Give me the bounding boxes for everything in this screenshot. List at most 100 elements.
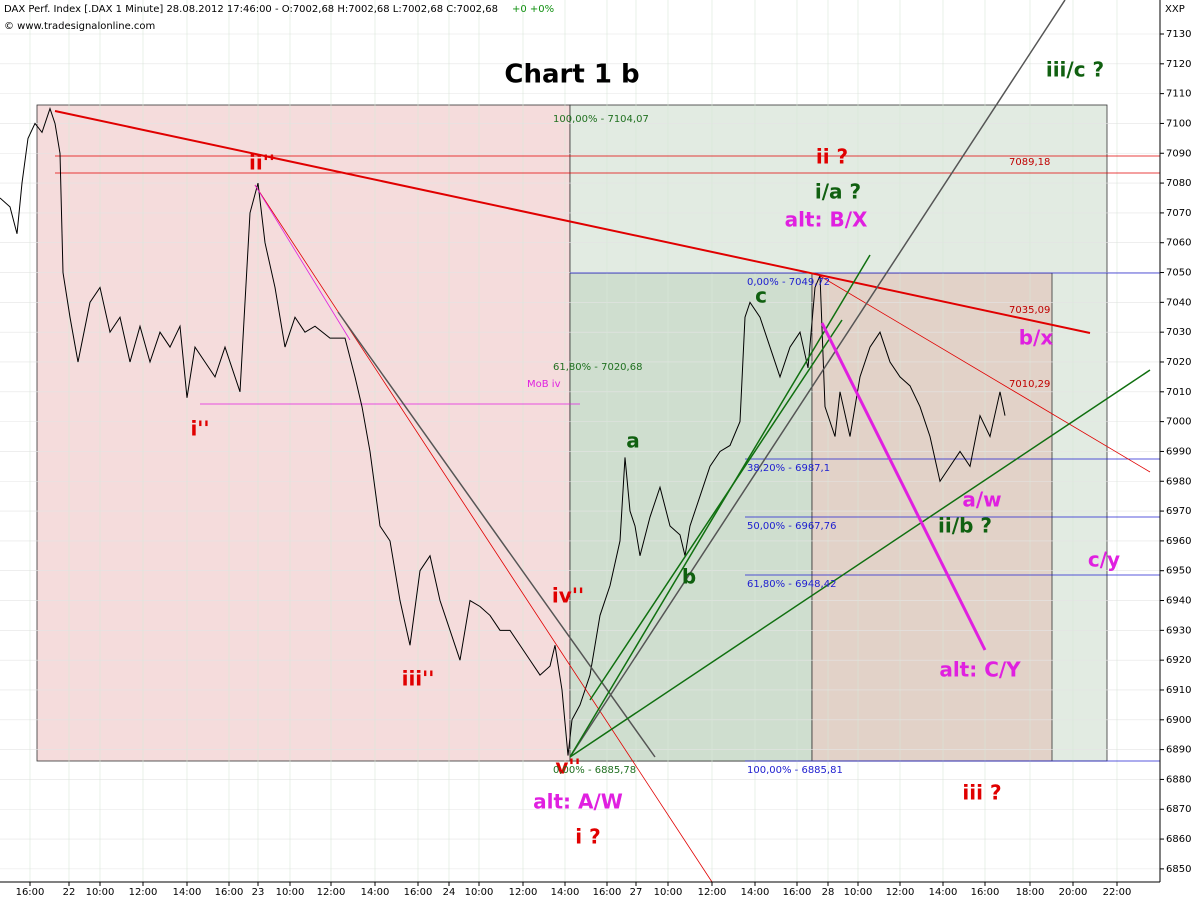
x-tick-label: 14:00 — [929, 887, 958, 898]
annotation: 100,00% - 6885,81 — [747, 765, 843, 776]
y-tick-label: 6970 — [1166, 506, 1191, 517]
y-tick-label: 7100 — [1166, 118, 1191, 129]
annotation: 7089,18 — [1009, 157, 1050, 168]
y-tick-label: 6980 — [1166, 476, 1191, 487]
axis-bg — [0, 882, 1200, 900]
x-tick-label: 14:00 — [551, 887, 580, 898]
trendline — [569, 369, 1151, 758]
trendline — [589, 319, 843, 701]
x-tick-label: 14:00 — [741, 887, 770, 898]
x-tick-label: 16:00 — [971, 887, 1000, 898]
trendline — [569, 254, 871, 758]
y-tick-label: 7120 — [1166, 59, 1191, 70]
annotation: alt: A/W — [533, 790, 623, 814]
annotation: i/a ? — [815, 180, 861, 204]
annotation: ii ? — [816, 145, 848, 169]
trendlines — [54, 0, 1151, 883]
annotation: a — [626, 429, 640, 453]
annotation: b/x — [1019, 326, 1054, 350]
x-tick-label: 16:00 — [16, 887, 45, 898]
y-tick-label: 7010 — [1166, 387, 1191, 398]
x-tick-label: 23 — [252, 887, 265, 898]
annotation: 61,80% - 7020,68 — [553, 362, 642, 373]
annotation: v'' — [555, 755, 580, 779]
annotation: 50,00% - 6967,76 — [747, 521, 836, 532]
y-tick-label: 6900 — [1166, 715, 1191, 726]
y-tick-label: 6960 — [1166, 536, 1191, 547]
x-tick-label: 18:00 — [1016, 887, 1045, 898]
annotation: alt: C/Y — [939, 658, 1021, 682]
y-tick-label: 7030 — [1166, 327, 1191, 338]
y-tick-label: 6990 — [1166, 446, 1191, 457]
annotation: c/y — [1088, 548, 1120, 572]
annotation: 7035,09 — [1009, 305, 1050, 316]
y-tick-label: 6860 — [1166, 834, 1191, 845]
annotation: iii ? — [962, 781, 1001, 805]
annotation: a/w — [962, 488, 1001, 512]
corner-label: XXP — [1165, 4, 1185, 15]
annotation: i'' — [190, 417, 209, 441]
annotation: 7010,29 — [1009, 379, 1050, 390]
annotation: ii'' — [249, 151, 275, 175]
y-tick-label: 6920 — [1166, 655, 1191, 666]
change: +0 +0% — [512, 4, 554, 15]
price — [0, 106, 1006, 756]
x-tick-label: 10:00 — [844, 887, 873, 898]
annotation: MoB iv — [527, 379, 561, 390]
y-tick-label: 6850 — [1166, 864, 1191, 875]
annotation: iv'' — [552, 584, 584, 608]
annotation: alt: B/X — [785, 208, 868, 232]
annotation: 100,00% - 7104,07 — [553, 114, 649, 125]
axis-bg — [1160, 0, 1200, 900]
annotation: iii'' — [402, 667, 435, 691]
annotation: i ? — [575, 825, 600, 849]
y-tick-label: 7020 — [1166, 357, 1191, 368]
x-tick-label: 22 — [63, 887, 76, 898]
price-line — [0, 106, 1006, 756]
x-tick-label: 16:00 — [404, 887, 433, 898]
x-tick-label: 10:00 — [276, 887, 305, 898]
x-tick-label: 28 — [822, 887, 835, 898]
annotation: c — [755, 284, 767, 308]
annotation: ii/b ? — [938, 514, 992, 538]
annotation: 61,80% - 6948,42 — [747, 579, 836, 590]
y-tick-label: 6930 — [1166, 625, 1191, 636]
x-tick-label: 14:00 — [361, 887, 390, 898]
y-tick-label: 7060 — [1166, 238, 1191, 249]
trendline — [569, 0, 1066, 758]
x-tick-label: 16:00 — [593, 887, 622, 898]
trendline — [254, 184, 713, 883]
x-tick-label: 27 — [630, 887, 643, 898]
trendline — [54, 110, 1091, 334]
x-tick-label: 10:00 — [465, 887, 494, 898]
y-tick-label: 7130 — [1166, 29, 1191, 40]
y-tick-label: 6890 — [1166, 745, 1191, 756]
x-tick-label: 12:00 — [317, 887, 346, 898]
y-tick-label: 6870 — [1166, 804, 1191, 815]
x-tick-label: 16:00 — [783, 887, 812, 898]
x-tick-label: 12:00 — [129, 887, 158, 898]
y-tick-label: 6940 — [1166, 596, 1191, 607]
annotation: 38,20% - 6987,1 — [747, 463, 830, 474]
trendline — [820, 322, 987, 651]
levels — [55, 155, 1160, 762]
grid — [0, 0, 1160, 882]
y-tick-label: 7040 — [1166, 297, 1191, 308]
trendline — [814, 272, 1151, 473]
x-tick-label: 14:00 — [173, 887, 202, 898]
x-tick-label: 16:00 — [215, 887, 244, 898]
annotation: b — [682, 565, 696, 589]
x-tick-label: 10:00 — [86, 887, 115, 898]
y-tick-label: 6880 — [1166, 774, 1191, 785]
y-tick-label: 7110 — [1166, 89, 1191, 100]
x-tick-label: 20:00 — [1059, 887, 1088, 898]
x-tick-label: 10:00 — [654, 887, 683, 898]
trendline — [254, 184, 351, 341]
zone-pink — [36, 104, 571, 762]
x-tick-label: 12:00 — [509, 887, 538, 898]
chart-title: Chart 1 b — [504, 60, 639, 90]
y-tick-label: 7070 — [1166, 208, 1191, 219]
header: DAX Perf. Index [.DAX 1 Minute] 28.08.20… — [4, 4, 498, 15]
y-tick-label: 7050 — [1166, 268, 1191, 279]
